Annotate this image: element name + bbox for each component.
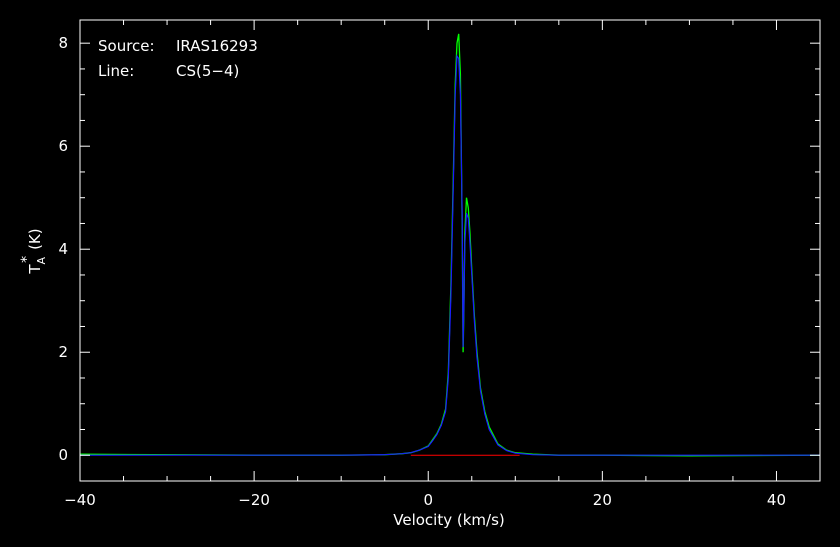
line-key: Line: — [98, 62, 134, 80]
y-tick-label: 2 — [58, 343, 68, 361]
x-axis-label: Velocity (km/s) — [393, 511, 504, 529]
y-tick-label: 4 — [58, 240, 68, 258]
y-axis-label-sub: A — [35, 256, 48, 264]
y-tick-label: 0 — [58, 446, 68, 464]
y-tick-label: 6 — [58, 137, 68, 155]
x-tick-label: −40 — [64, 491, 96, 509]
plot-frame — [79, 19, 821, 482]
y-axis-label-sup: * — [19, 256, 35, 263]
y-axis-label: TA* (K) — [19, 228, 48, 274]
y-axis-label-unit: (K) — [26, 228, 44, 250]
tick-labels: −40 −20 0 20 40 0 2 4 6 8 — [58, 34, 786, 509]
y-tick-label: 8 — [58, 34, 68, 52]
tick-marks — [79, 20, 821, 481]
line-value: CS(5−4) — [176, 62, 239, 80]
data-layer — [79, 33, 821, 457]
y-axis-label-text: TA* (K) — [19, 228, 48, 274]
x-tick-label: 0 — [423, 491, 433, 509]
x-tick-label: −20 — [238, 491, 270, 509]
x-tick-label: 20 — [593, 491, 612, 509]
source-value: IRAS16293 — [176, 37, 258, 55]
x-tick-label: 40 — [767, 491, 786, 509]
y-axis-label-main: T — [26, 264, 44, 275]
model-spectrum-line — [80, 54, 820, 456]
source-key: Source: — [98, 37, 155, 55]
